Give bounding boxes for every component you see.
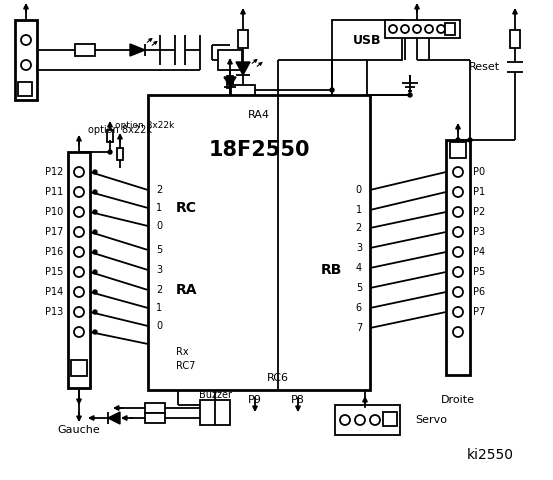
Text: P14: P14 [45,287,63,297]
Circle shape [93,330,97,334]
Text: 2: 2 [156,185,162,195]
Text: P15: P15 [45,267,63,277]
Text: Rx: Rx [176,347,189,357]
Text: ki2550: ki2550 [467,448,514,462]
Bar [446,140,470,375]
Bar [75,44,95,56]
Text: option 8x22k: option 8x22k [115,120,174,130]
Bar [145,413,165,423]
Bar [335,405,400,435]
Text: 3: 3 [356,243,362,253]
Circle shape [93,310,97,314]
Text: RC6: RC6 [267,373,289,383]
Bar [231,85,255,95]
Bar [510,30,520,48]
Text: Reset: Reset [469,62,500,72]
Text: RB: RB [321,263,342,277]
Bar [450,142,466,158]
Text: P9: P9 [248,395,262,405]
Text: P13: P13 [45,307,63,317]
Bar [15,20,37,100]
Bar [71,360,87,376]
Text: P16: P16 [45,247,63,257]
Text: 0: 0 [356,185,362,195]
Text: 1: 1 [356,205,362,215]
Bar [238,30,248,48]
Text: 0: 0 [156,221,162,231]
Text: 6: 6 [356,303,362,313]
Text: 1: 1 [156,303,162,313]
Text: P1: P1 [473,187,485,197]
Circle shape [108,150,112,154]
Polygon shape [108,412,120,424]
Text: 2: 2 [156,285,162,295]
Text: 3: 3 [156,265,162,275]
Bar [68,152,90,388]
Bar [148,95,370,390]
Bar [117,148,123,160]
Text: 5: 5 [156,245,162,255]
Text: 2: 2 [356,223,362,233]
Text: Buzzer: Buzzer [199,390,232,400]
Text: option 8x22k: option 8x22k [88,125,152,135]
Text: P3: P3 [473,227,485,237]
Bar [445,23,455,35]
Circle shape [93,270,97,274]
Bar [107,130,113,142]
Polygon shape [236,62,250,75]
Bar [18,82,32,96]
Text: P11: P11 [45,187,63,197]
Circle shape [93,290,97,294]
Circle shape [468,138,472,142]
Text: RA: RA [176,283,197,297]
Text: Servo: Servo [415,415,447,425]
Polygon shape [130,44,145,56]
Text: RC7: RC7 [176,361,195,371]
Text: Droite: Droite [441,395,475,405]
Circle shape [93,210,97,214]
Circle shape [456,138,460,142]
Polygon shape [224,77,236,87]
Text: P6: P6 [473,287,485,297]
Circle shape [93,190,97,194]
Text: Gauche: Gauche [58,425,101,435]
Circle shape [93,230,97,234]
Circle shape [408,93,412,97]
Text: 0: 0 [156,321,162,331]
Bar [145,403,165,413]
Bar [218,50,242,70]
Text: P10: P10 [45,207,63,217]
Circle shape [93,250,97,254]
Text: 5: 5 [356,283,362,293]
Text: 7: 7 [356,323,362,333]
Text: RC: RC [176,201,197,215]
Bar [385,20,460,38]
Text: P4: P4 [473,247,485,257]
Text: P0: P0 [473,167,485,177]
Bar [332,20,402,60]
Bar [200,400,230,425]
Text: USB: USB [353,34,381,47]
Bar [227,76,233,88]
Text: P17: P17 [45,227,63,237]
Text: P12: P12 [45,167,63,177]
Circle shape [330,88,334,92]
Text: P5: P5 [473,267,485,277]
Text: P8: P8 [291,395,305,405]
Text: RA4: RA4 [248,110,270,120]
Text: 1: 1 [156,203,162,213]
Text: P2: P2 [473,207,485,217]
Bar [383,412,397,426]
Circle shape [93,170,97,174]
Text: P7: P7 [473,307,485,317]
Text: 18F2550: 18F2550 [208,140,310,160]
Text: 4: 4 [356,263,362,273]
